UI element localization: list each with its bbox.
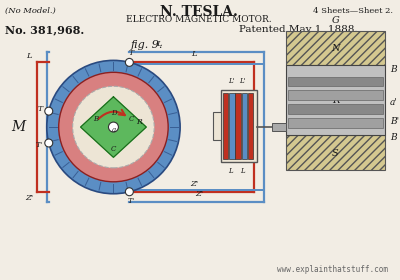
- Text: ELECTRO MAGNETIC MOTOR.: ELECTRO MAGNETIC MOTOR.: [126, 15, 272, 24]
- Bar: [286, 31, 385, 65]
- Circle shape: [125, 188, 133, 196]
- Text: T': T': [36, 141, 43, 149]
- Text: N: N: [331, 44, 340, 53]
- Circle shape: [125, 59, 133, 66]
- Text: L: L: [156, 40, 162, 48]
- Text: C: C: [129, 115, 134, 123]
- Text: Patented May 1, 1888.: Patented May 1, 1888.: [239, 25, 358, 34]
- Text: L: L: [228, 167, 233, 175]
- Text: R: R: [136, 118, 142, 126]
- Bar: [236, 93, 241, 159]
- Text: R: R: [332, 96, 339, 105]
- Text: M: M: [11, 120, 25, 134]
- Text: G: G: [332, 16, 339, 25]
- Bar: [288, 104, 383, 114]
- Circle shape: [45, 139, 53, 147]
- Bar: [288, 76, 383, 86]
- Text: a': a': [390, 99, 398, 108]
- Text: fig. 9.: fig. 9.: [131, 41, 164, 50]
- Text: L: L: [26, 52, 32, 60]
- Bar: [286, 135, 385, 170]
- Bar: [242, 93, 247, 159]
- Bar: [272, 123, 286, 131]
- Text: a: a: [111, 126, 116, 134]
- Text: B': B': [390, 116, 399, 126]
- Bar: [248, 93, 254, 159]
- Text: www.explainthatstuff.com: www.explainthatstuff.com: [277, 265, 388, 274]
- Circle shape: [108, 122, 118, 132]
- Text: L: L: [191, 50, 197, 59]
- Text: Z': Z': [190, 180, 198, 188]
- Text: B: B: [390, 133, 397, 142]
- Text: N. TESLA.: N. TESLA.: [160, 5, 238, 19]
- Bar: [288, 90, 383, 100]
- Bar: [229, 93, 235, 159]
- Text: 4 Sheets—Sheet 2.: 4 Sheets—Sheet 2.: [313, 7, 393, 15]
- Text: D: D: [111, 109, 116, 117]
- Text: T: T: [38, 105, 43, 113]
- Bar: [288, 118, 383, 128]
- Circle shape: [59, 72, 168, 182]
- Text: Z': Z': [25, 194, 33, 202]
- Bar: [221, 90, 257, 162]
- Text: C: C: [111, 145, 116, 153]
- Text: B: B: [390, 65, 397, 74]
- Polygon shape: [81, 97, 146, 157]
- Circle shape: [47, 60, 180, 194]
- Text: L': L': [240, 77, 246, 85]
- Circle shape: [73, 86, 154, 168]
- Text: Z': Z': [195, 190, 203, 198]
- Bar: [213, 112, 221, 140]
- Text: L: L: [240, 167, 245, 175]
- Bar: [223, 93, 228, 159]
- Circle shape: [45, 107, 53, 115]
- Text: T': T': [128, 197, 135, 205]
- Text: T: T: [129, 49, 134, 57]
- Text: B: B: [93, 115, 98, 123]
- Text: (No Model.): (No Model.): [5, 7, 56, 15]
- Text: S: S: [332, 149, 339, 158]
- Bar: [286, 65, 385, 135]
- Text: L': L': [228, 77, 234, 85]
- Text: No. 381,968.: No. 381,968.: [5, 25, 84, 36]
